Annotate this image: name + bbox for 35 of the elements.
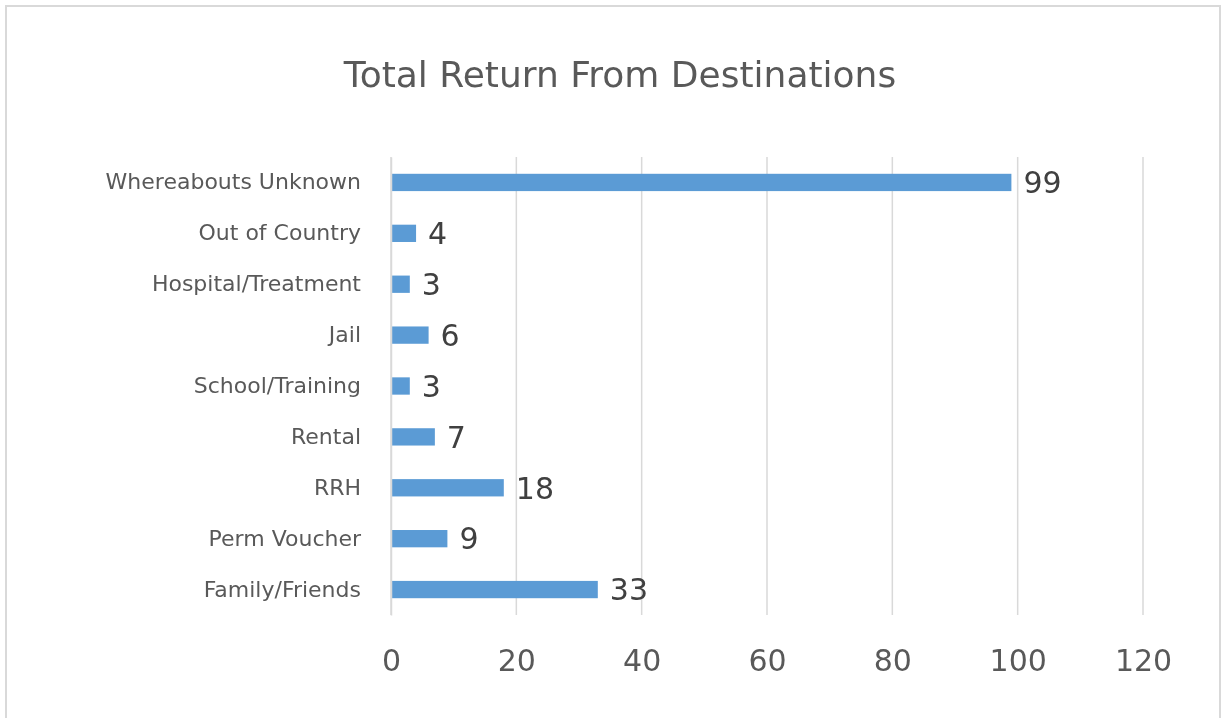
- y-tick-label: Out of Country: [198, 220, 361, 246]
- data-label: 3: [421, 267, 441, 303]
- data-label: 7: [446, 419, 466, 455]
- y-tick-label: Perm Voucher: [208, 525, 362, 551]
- bar: [391, 377, 410, 395]
- data-label: 18: [515, 470, 554, 506]
- y-tick-label: RRH: [313, 474, 361, 500]
- y-tick-label: Rental: [291, 423, 361, 449]
- data-label: 99: [1023, 165, 1062, 201]
- bar: [391, 224, 417, 242]
- y-tick-label: Hospital/Treatment: [151, 271, 362, 297]
- bar: [391, 479, 504, 497]
- bar: [391, 428, 435, 446]
- y-tick-label: School/Training: [193, 373, 361, 399]
- y-tick-label: Jail: [326, 322, 361, 348]
- bar: [391, 580, 598, 599]
- data-label: 33: [609, 572, 648, 608]
- x-tick-label: 60: [748, 643, 787, 679]
- x-tick-label: 100: [989, 643, 1047, 679]
- data-label: 6: [440, 317, 460, 353]
- y-tick-label: Family/Friends: [203, 576, 361, 602]
- data-label: 9: [459, 521, 479, 557]
- x-tick-label: 0: [381, 643, 402, 679]
- bar: [391, 173, 1012, 192]
- x-tick-label: 40: [623, 643, 662, 679]
- x-tick-label: 80: [873, 643, 912, 679]
- data-label: 4: [428, 216, 448, 252]
- bar: [391, 275, 410, 293]
- bar: [391, 530, 448, 548]
- x-tick-label: 20: [497, 643, 536, 679]
- x-tick-label: 120: [1114, 643, 1173, 679]
- data-label: 3: [421, 368, 441, 404]
- y-tick-label: Whereabouts Unknown: [105, 169, 361, 195]
- chart-title: Total Return From Destinations: [342, 54, 897, 95]
- bar: [391, 326, 429, 344]
